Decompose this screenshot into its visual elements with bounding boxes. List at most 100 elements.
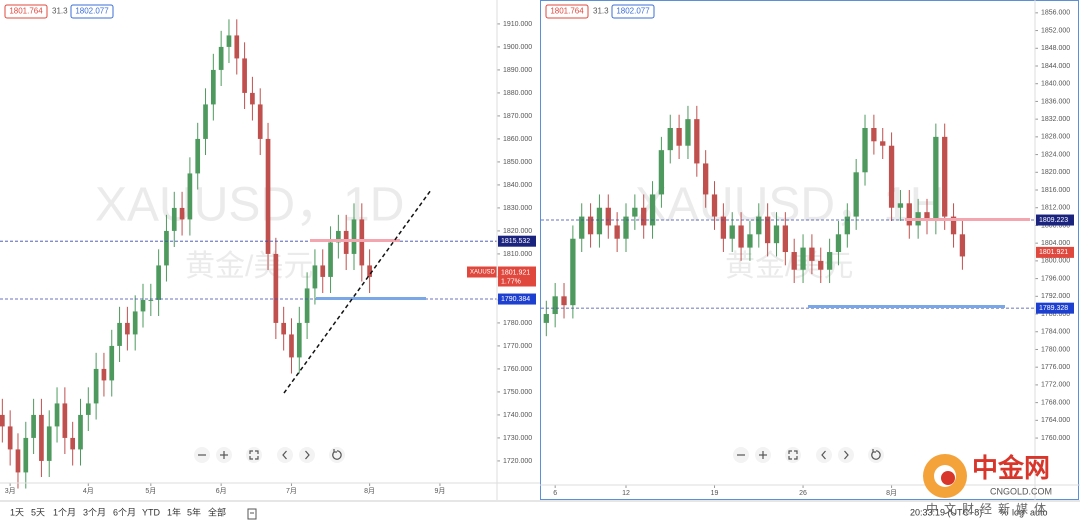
candle-body xyxy=(257,104,263,139)
candle-body xyxy=(773,225,780,244)
candle-body xyxy=(343,230,349,254)
y-tick-label: 1810.000 xyxy=(503,251,532,258)
ask-value: 1802.077 xyxy=(75,7,109,16)
candle-body xyxy=(351,219,357,254)
price-level-label: 1789.328 xyxy=(1039,305,1068,312)
y-tick-label: 1804.000 xyxy=(1041,240,1070,247)
range-button[interactable]: 1年 xyxy=(167,506,181,517)
y-tick-label: 1850.000 xyxy=(503,159,532,166)
candle-body xyxy=(764,216,771,244)
spread-value: 31.3 xyxy=(52,7,68,16)
y-tick-label: 1870.000 xyxy=(503,113,532,120)
candle-body xyxy=(818,260,824,270)
range-button[interactable]: 3个月 xyxy=(83,507,106,517)
candle-body xyxy=(265,138,271,254)
y-tick-label: 1828.000 xyxy=(1041,134,1070,141)
candle-body xyxy=(641,207,647,226)
y-tick-label: 1852.000 xyxy=(1041,27,1070,34)
spread-value: 31.3 xyxy=(593,7,609,16)
candle-body xyxy=(23,437,29,473)
y-tick-label: 1820.000 xyxy=(503,228,532,235)
candle-body xyxy=(809,247,815,261)
reset-button[interactable] xyxy=(785,447,801,463)
logo-tagline: 中文财经新媒体 xyxy=(926,501,1052,516)
candle-body xyxy=(844,216,850,235)
candle-body xyxy=(605,207,611,226)
scroll-left-button[interactable] xyxy=(277,447,293,463)
last-price-label: 1801.921 xyxy=(1039,249,1068,256)
change-label: 1.77% xyxy=(501,278,521,285)
candle-body xyxy=(156,265,161,300)
candle-body xyxy=(296,322,302,358)
range-button[interactable]: 5年 xyxy=(187,506,201,517)
reset-button[interactable] xyxy=(246,447,262,463)
candle-body xyxy=(7,426,13,450)
last-price-tag xyxy=(498,266,536,287)
refresh-button[interactable] xyxy=(868,447,884,463)
candle-body xyxy=(782,225,788,253)
candle-body xyxy=(62,403,68,438)
scroll-left-button[interactable] xyxy=(816,447,832,463)
zoom-in-button[interactable] xyxy=(755,447,771,463)
x-tick-label: 7月 xyxy=(286,487,297,495)
range-button[interactable]: 1个月 xyxy=(53,507,76,517)
candle-body xyxy=(218,46,224,70)
zoom-out-button[interactable] xyxy=(733,447,749,463)
candle-body xyxy=(649,194,656,226)
zoom-out-button[interactable] xyxy=(194,447,210,463)
y-tick-label: 1812.000 xyxy=(1041,205,1070,212)
candle-body xyxy=(312,265,318,289)
y-tick-label: 1720.000 xyxy=(503,458,532,465)
price-level-label: 1815.532 xyxy=(501,238,530,245)
candle-body xyxy=(942,136,948,217)
y-tick-label: 1792.000 xyxy=(1041,293,1070,300)
range-button[interactable]: 全部 xyxy=(208,506,226,517)
x-tick-label: 5月 xyxy=(145,487,156,495)
candle-body xyxy=(179,207,185,220)
scroll-right-button[interactable] xyxy=(838,447,854,463)
candle-body xyxy=(579,216,585,239)
candle-body xyxy=(336,230,341,243)
y-tick-label: 1776.000 xyxy=(1041,364,1070,371)
ask-value: 1802.077 xyxy=(616,7,650,16)
candle-body xyxy=(359,219,365,266)
range-button[interactable]: 6个月 xyxy=(113,507,136,517)
candle-body xyxy=(117,322,122,346)
candle-body xyxy=(125,322,130,335)
scale-option[interactable]: % xyxy=(1000,507,1008,517)
range-button[interactable]: 5天 xyxy=(31,507,45,517)
candle-body xyxy=(826,252,833,270)
y-tick-label: 1840.000 xyxy=(1041,81,1070,88)
candle-body xyxy=(959,234,966,257)
candle-body xyxy=(148,299,154,301)
x-tick-label: 8月 xyxy=(364,487,375,495)
candle-body xyxy=(933,136,939,222)
y-tick-label: 1890.000 xyxy=(503,67,532,74)
drawn-band xyxy=(905,218,1030,221)
scroll-right-button[interactable] xyxy=(299,447,315,463)
candle-body xyxy=(46,426,52,461)
candle-body xyxy=(70,437,76,450)
date-range-icon[interactable] xyxy=(247,508,257,520)
y-tick-label: 1730.000 xyxy=(503,435,532,442)
scale-option[interactable]: log xyxy=(1012,507,1024,517)
candle-body xyxy=(880,141,886,146)
last-price-label: 1801.921 xyxy=(501,269,530,276)
y-tick-label: 1836.000 xyxy=(1041,98,1070,105)
refresh-button[interactable] xyxy=(329,447,345,463)
candle-body xyxy=(39,414,44,461)
y-tick-label: 1832.000 xyxy=(1041,116,1070,123)
candle-body xyxy=(561,296,567,306)
scale-option[interactable]: auto xyxy=(1030,507,1048,517)
candle-body xyxy=(164,230,169,266)
candle-body xyxy=(54,403,60,427)
price-level-tag xyxy=(498,235,536,247)
logo-name: 中金网 xyxy=(972,453,1050,483)
range-button[interactable]: YTD xyxy=(142,507,161,517)
zoom-in-button[interactable] xyxy=(216,447,232,463)
range-button[interactable]: 1天 xyxy=(10,507,24,517)
candle-body xyxy=(871,128,877,142)
y-tick-label: 1856.000 xyxy=(1041,10,1070,17)
candle-body xyxy=(367,265,372,277)
